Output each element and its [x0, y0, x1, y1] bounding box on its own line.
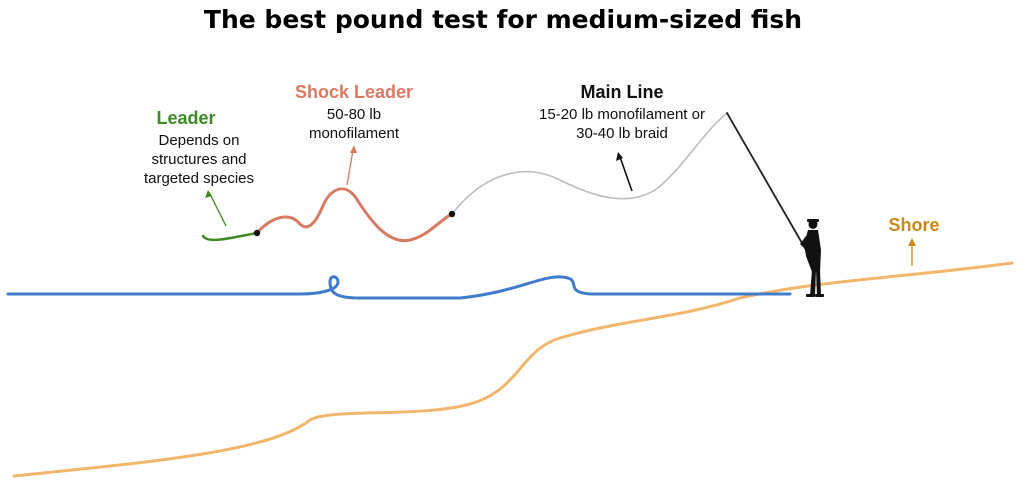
leader-label-line: structures and	[151, 151, 246, 168]
shock-leader-line	[255, 187, 454, 243]
main-line-label-line: 30-40 lb braid	[576, 125, 668, 142]
shock-leader-label-line: 50-80 lb	[327, 106, 381, 123]
diagram-title: The best pound test for medium-sized fis…	[204, 5, 802, 34]
leader-line	[201, 231, 259, 242]
fisherman-silhouette-icon	[800, 219, 824, 297]
leader-knot	[253, 229, 261, 237]
fishing-rod-icon	[726, 112, 807, 251]
shock-leader-label-line: monofilament	[309, 125, 400, 142]
shore-label-title: Shore	[888, 215, 939, 235]
main-line	[451, 112, 728, 215]
water-surface-line	[6, 275, 792, 300]
main-line-label-title: Main Line	[580, 82, 663, 102]
leader-arrow	[205, 190, 227, 227]
shore-line	[12, 261, 1014, 478]
shock-leader-arrow	[346, 145, 357, 186]
shore-arrow	[908, 238, 916, 266]
main-line-label-line: 15-20 lb monofilament or	[539, 106, 705, 123]
leader-label-title: Leader	[156, 108, 215, 128]
shock-leader-label-title: Shock Leader	[295, 82, 413, 102]
leader-label-line: targeted species	[144, 170, 254, 187]
leader-label-line: Depends on	[159, 132, 240, 149]
main-line-arrow	[616, 152, 633, 192]
shock-leader-knot	[448, 210, 456, 218]
